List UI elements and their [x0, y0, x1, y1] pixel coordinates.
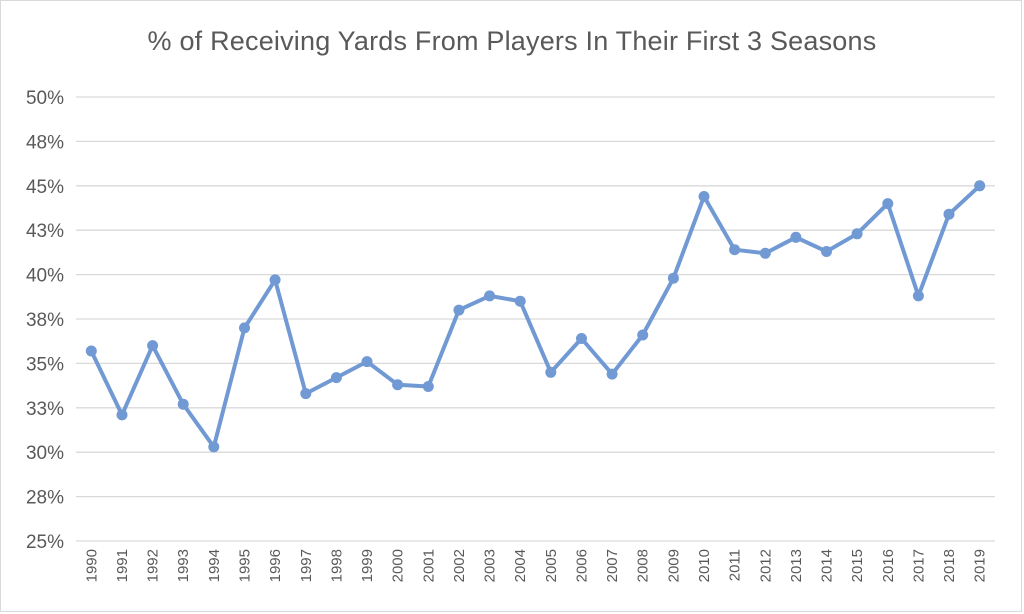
y-tick-label: 48% — [26, 132, 64, 153]
data-point — [330, 372, 342, 384]
series-line — [89, 183, 982, 449]
data-point — [698, 191, 710, 202]
x-tick-label: 2016 — [880, 549, 897, 582]
gridlines — [76, 96, 995, 542]
x-tick-label: 2013 — [788, 549, 805, 582]
y-tick-label: 25% — [26, 532, 64, 553]
x-tick-label: 2009 — [665, 549, 682, 582]
y-tick-label: 38% — [26, 310, 64, 331]
x-tick-label: 2001 — [420, 549, 437, 582]
data-point — [882, 198, 894, 210]
x-tick-label: 2015 — [849, 549, 866, 582]
data-point — [943, 208, 955, 220]
x-tick-label: 1996 — [267, 549, 284, 582]
x-tick-label: 1999 — [359, 549, 376, 582]
x-tick-label: 2006 — [573, 549, 590, 582]
x-tick-label: 2004 — [512, 549, 529, 582]
x-tick-label: 1994 — [206, 549, 223, 582]
x-tick-label: 2010 — [696, 549, 713, 582]
y-tick-label: 28% — [26, 488, 64, 509]
data-point — [269, 274, 281, 286]
y-tick-label: 33% — [26, 399, 64, 420]
data-point — [147, 340, 159, 352]
x-axis-tick-labels: 1990 1991 1992 1993 1994 1995 1996 1997 1998 1999… — [83, 549, 988, 582]
data-point — [300, 388, 312, 400]
data-point — [637, 329, 649, 341]
x-tick-label: 1991 — [114, 549, 131, 582]
x-tick-label: 1995 — [236, 549, 253, 582]
data-point — [422, 381, 434, 392]
y-tick-label: 45% — [26, 177, 64, 198]
x-tick-label: 1990 — [83, 549, 100, 582]
data-point — [729, 244, 741, 256]
data-point — [606, 368, 618, 380]
x-tick-label: 1993 — [175, 549, 192, 582]
data-point — [576, 333, 587, 344]
x-tick-label: 2012 — [757, 549, 774, 582]
x-tick-label: 2007 — [604, 549, 621, 582]
chart-title: % of Receiving Yards From Players In The… — [147, 26, 877, 56]
data-point — [545, 366, 557, 378]
data-point — [484, 290, 496, 302]
x-tick-label: 2018 — [941, 549, 958, 582]
data-point — [208, 441, 220, 453]
data-point — [667, 272, 679, 284]
data-point — [453, 304, 465, 316]
y-tick-label: 40% — [26, 266, 64, 287]
data-point — [85, 345, 97, 357]
x-tick-label: 2011 — [727, 549, 744, 581]
x-tick-label: 1998 — [328, 549, 345, 582]
y-tick-label: 30% — [26, 443, 64, 464]
x-tick-label: 2005 — [543, 549, 560, 582]
data-point — [177, 398, 189, 410]
data-point — [239, 322, 250, 334]
data-point — [821, 246, 832, 257]
data-point — [392, 379, 404, 391]
x-tick-label: 2019 — [972, 549, 989, 582]
data-point — [912, 290, 924, 302]
x-tick-label: 1992 — [145, 549, 162, 582]
data-point — [974, 180, 986, 192]
series-points — [85, 180, 986, 453]
data-point — [514, 295, 526, 307]
data-point — [361, 356, 373, 368]
y-axis-tick-labels: 25% 28% 30% 33% 35% 38% 40% 43% 45% 48% 50% — [26, 88, 64, 553]
x-tick-label: 2003 — [482, 549, 499, 582]
x-tick-label: 2017 — [910, 549, 927, 582]
y-tick-label: 43% — [26, 221, 64, 242]
x-tick-label: 2002 — [451, 549, 468, 582]
x-tick-label: 2008 — [635, 549, 652, 582]
data-point — [116, 409, 128, 421]
data-point — [851, 228, 863, 240]
data-point — [759, 247, 771, 259]
series-polyline — [89, 183, 982, 449]
x-tick-label: 2000 — [390, 549, 407, 582]
y-tick-label: 35% — [26, 354, 64, 375]
y-tick-label: 50% — [26, 88, 64, 109]
x-tick-label: 1997 — [298, 549, 315, 582]
x-tick-label: 2014 — [819, 549, 836, 582]
data-point — [790, 231, 802, 243]
